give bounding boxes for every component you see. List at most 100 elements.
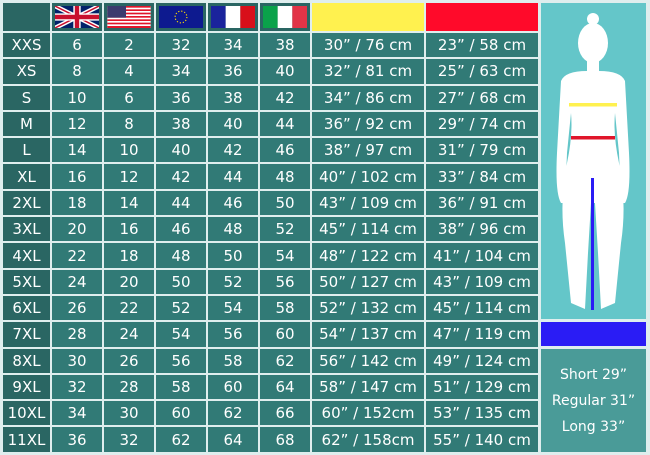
eu-flag-icon: [159, 6, 203, 28]
size-label: 11XL: [3, 427, 50, 452]
fr-size: 42: [208, 138, 258, 163]
italy-flag-icon: [263, 6, 307, 28]
waist-measure: 55” / 140 cm: [426, 427, 538, 452]
us-size: 26: [104, 348, 154, 373]
size-label: 7XL: [3, 322, 50, 347]
waist-measure: 33” / 84 cm: [426, 164, 538, 189]
it-size: 40: [260, 59, 310, 84]
eu-size: 56: [156, 348, 206, 373]
size-label: S: [3, 85, 50, 110]
uk-flag-icon: [55, 6, 99, 28]
france-flag-icon: [211, 6, 255, 28]
eu-size: 60: [156, 401, 206, 426]
eu-size: 46: [156, 217, 206, 242]
waist-measure: 36” / 91 cm: [426, 190, 538, 216]
body-measurement-figure: [541, 3, 646, 319]
waist-measure: 25” / 63 cm: [426, 59, 538, 84]
bust-measure: 62” / 158cm: [312, 427, 424, 452]
us-size: 4: [104, 59, 154, 84]
fr-size: 56: [208, 322, 258, 347]
eu-size: 62: [156, 427, 206, 452]
inseam-lengths: Short 29” Regular 31” Long 33”: [541, 349, 646, 452]
us-size: 6: [104, 85, 154, 110]
uk-size: 8: [52, 59, 102, 84]
us-size: 18: [104, 243, 154, 268]
bust-color-header: [312, 3, 424, 31]
it-size: 56: [260, 269, 310, 294]
us-size: 12: [104, 164, 154, 189]
size-label: 6XL: [3, 295, 50, 321]
it-size: 48: [260, 164, 310, 189]
fr-size: 40: [208, 111, 258, 137]
uk-size: 10: [52, 85, 102, 110]
it-size: 68: [260, 427, 310, 452]
waist-measure: 51” / 129 cm: [426, 374, 538, 400]
size-label: 2XL: [3, 190, 50, 216]
it-size: 44: [260, 111, 310, 137]
bust-measure: 48” / 122 cm: [312, 243, 424, 268]
us-size: 32: [104, 427, 154, 452]
eu-size: 40: [156, 138, 206, 163]
us-size: 22: [104, 295, 154, 321]
bust-measure: 34” / 86 cm: [312, 85, 424, 110]
bust-measure: 32” / 81 cm: [312, 59, 424, 84]
bust-measure: 43” / 109 cm: [312, 190, 424, 216]
uk-size: 32: [52, 374, 102, 400]
eu-size: 36: [156, 85, 206, 110]
it-size: 66: [260, 401, 310, 426]
uk-size: 20: [52, 217, 102, 242]
uk-size: 16: [52, 164, 102, 189]
size-label: 3XL: [3, 217, 50, 242]
waist-measure: 38” / 96 cm: [426, 217, 538, 242]
it-size: 58: [260, 295, 310, 321]
eu-size: 50: [156, 269, 206, 294]
it-size: 52: [260, 217, 310, 242]
bust-measure: 38” / 97 cm: [312, 138, 424, 163]
fr-size: 64: [208, 427, 258, 452]
fr-size: 50: [208, 243, 258, 268]
uk-size: 34: [52, 401, 102, 426]
inseam-regular: Regular 31”: [551, 392, 636, 409]
size-label: 9XL: [3, 374, 50, 400]
waist-color-header: [426, 3, 538, 31]
bust-measure: 45” / 114 cm: [312, 217, 424, 242]
uk-size: 18: [52, 190, 102, 216]
waist-measure: 31” / 79 cm: [426, 138, 538, 163]
uk-size: 26: [52, 295, 102, 321]
it-size: 62: [260, 348, 310, 373]
fr-size: 58: [208, 348, 258, 373]
uk-size: 12: [52, 111, 102, 137]
bust-measure: 40” / 102 cm: [312, 164, 424, 189]
header-corner: [3, 3, 50, 31]
eu-size: 42: [156, 164, 206, 189]
size-label: M: [3, 111, 50, 137]
eu-size: 44: [156, 190, 206, 216]
uk-size: 24: [52, 269, 102, 294]
us-size: 16: [104, 217, 154, 242]
waist-measure: 43” / 109 cm: [426, 269, 538, 294]
bust-measure: 30” / 76 cm: [312, 33, 424, 58]
fr-size: 48: [208, 217, 258, 242]
size-label: XXS: [3, 33, 50, 58]
fr-size: 54: [208, 295, 258, 321]
bust-measure: 36” / 92 cm: [312, 111, 424, 137]
us-flag-icon: [107, 6, 151, 28]
inseam-color-header: [541, 322, 646, 346]
waist-line: [571, 136, 615, 140]
fr-size: 46: [208, 190, 258, 216]
bust-measure: 56” / 142 cm: [312, 348, 424, 373]
uk-size: 30: [52, 348, 102, 373]
bust-measure: 60” / 152cm: [312, 401, 424, 426]
eu-size: 48: [156, 243, 206, 268]
us-size: 30: [104, 401, 154, 426]
fr-size: 52: [208, 269, 258, 294]
eu-size: 52: [156, 295, 206, 321]
fr-size: 34: [208, 33, 258, 58]
us-size: 28: [104, 374, 154, 400]
us-flag-header: [104, 3, 154, 31]
it-size: 50: [260, 190, 310, 216]
eu-size: 58: [156, 374, 206, 400]
size-label: 4XL: [3, 243, 50, 268]
size-label: XS: [3, 59, 50, 84]
size-label: XL: [3, 164, 50, 189]
